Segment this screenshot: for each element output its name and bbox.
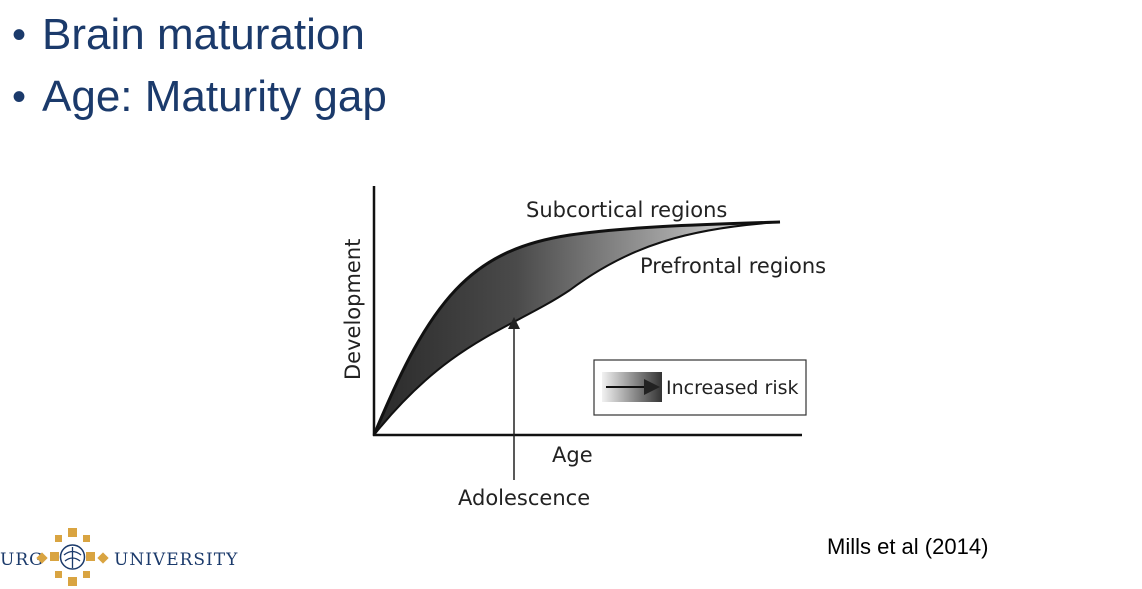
prefrontal-label: Prefrontal regions <box>640 254 826 278</box>
legend-label: Increased risk <box>666 377 799 399</box>
prefrontal-curve <box>373 221 781 436</box>
bullet-text: Brain maturation <box>42 10 365 59</box>
maturity-gap-region <box>374 222 780 435</box>
y-axis-label: Development <box>341 239 365 380</box>
x-axis-label: Age <box>552 443 593 467</box>
subcortical-curve <box>372 220 781 436</box>
bullet-brain-maturation: • Brain maturation <box>12 4 387 66</box>
logo-emblem-icon <box>50 528 95 586</box>
bullet-list: • Brain maturation • Age: Maturity gap <box>12 4 387 128</box>
logo-right-text: UNIVERSITY <box>114 550 238 570</box>
bullet-dot: • <box>12 13 27 57</box>
university-logo: URG UNIVERSITY <box>0 528 238 586</box>
bullet-age-maturity-gap: • Age: Maturity gap <box>12 66 387 128</box>
legend: Increased risk <box>593 359 807 416</box>
brain-maturation-diagram: Subcortical regions Prefrontal regions D… <box>341 186 826 510</box>
bullet-dot: • <box>12 75 27 119</box>
bullet-text: Age: Maturity gap <box>42 72 387 121</box>
citation: Mills et al (2014) <box>827 534 989 559</box>
logo-diamond-icon <box>97 552 109 564</box>
logo-left-text: URG <box>0 550 44 570</box>
subcortical-label: Subcortical regions <box>526 198 727 222</box>
adolescence-label: Adolescence <box>458 486 590 510</box>
